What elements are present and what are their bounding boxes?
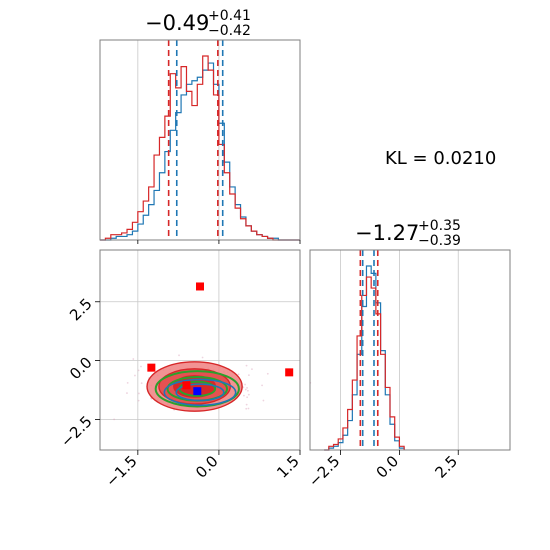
- axes-frame: [99, 249, 301, 451]
- panel-title-plus: +0.35: [418, 218, 461, 234]
- sample-dot: [245, 403, 248, 406]
- sample-dot: [132, 358, 135, 360]
- square-marker-2: [285, 368, 294, 377]
- sample-dot: [251, 368, 253, 371]
- bottom-left-scatter-panel: −1.5 0.0 1.5 −2.5 0.0 2.5: [57, 249, 312, 491]
- square-marker-4: [193, 387, 202, 396]
- green-contour-0: [154, 370, 240, 408]
- sample-dot: [137, 369, 140, 372]
- sample-dot: [245, 364, 248, 367]
- square-marker-3: [182, 381, 191, 390]
- sample-dot: [244, 383, 246, 386]
- sample-dot: [245, 407, 248, 410]
- x-tick-label: −1.5: [102, 452, 140, 490]
- panel-title-minus: −0.42: [208, 23, 251, 39]
- sample-dot: [201, 356, 204, 359]
- sample-dot: [248, 374, 250, 377]
- bottom-right-histogram-panel: −1.27+0.35−0.39 −2.5 0.0 2.5: [305, 218, 511, 491]
- histogram-series-1: [324, 276, 405, 451]
- x-tick-label: 2.5: [431, 452, 461, 482]
- panel-title-plus: +0.41: [208, 8, 251, 24]
- sample-dot: [134, 374, 136, 377]
- sample-dot: [242, 386, 245, 389]
- x-tick-label: 0.0: [373, 452, 403, 482]
- sample-dot: [137, 399, 140, 402]
- histogram-series-0: [100, 62, 300, 241]
- sample-dot: [126, 392, 128, 394]
- axes-frame: [309, 249, 511, 451]
- blue-contour-1: [175, 383, 225, 402]
- sample-dot: [178, 354, 180, 357]
- sample-dot: [246, 386, 248, 389]
- x-tick-label: 1.5: [273, 452, 303, 482]
- y-tick-label: 0.0: [66, 354, 96, 384]
- sample-dot: [113, 418, 116, 421]
- sample-dot: [247, 407, 250, 410]
- sample-dot: [138, 392, 140, 395]
- sample-dot: [126, 382, 129, 384]
- blue-contour-0: [163, 378, 237, 407]
- sample-dot: [237, 373, 240, 376]
- sample-dot: [140, 365, 142, 368]
- sample-dot: [266, 372, 269, 375]
- square-marker-1: [147, 363, 156, 372]
- panel-title-minus: −0.39: [418, 233, 461, 249]
- sample-dot: [246, 389, 249, 392]
- sample-dot: [140, 382, 143, 385]
- histogram-series-1: [100, 55, 300, 241]
- sample-dot: [247, 393, 250, 396]
- square-marker-0: [196, 282, 204, 291]
- axes-frame: [99, 39, 301, 241]
- x-tick-label: 0.0: [192, 452, 222, 482]
- sample-dot: [243, 394, 245, 397]
- kl-label: KL = 0.0210: [385, 148, 496, 169]
- sample-dot: [262, 399, 265, 402]
- histogram-series-0: [324, 265, 405, 451]
- sample-dot: [261, 384, 263, 387]
- y-tick-label: −2.5: [57, 412, 95, 450]
- sample-dot: [244, 388, 247, 391]
- panel-title-value: −0.49: [145, 11, 209, 35]
- sample-dot: [246, 396, 249, 399]
- top-left-histogram-panel: −0.49+0.41−0.42: [99, 8, 301, 244]
- x-tick-label: −2.5: [305, 452, 343, 490]
- y-tick-label: 2.5: [66, 295, 96, 325]
- panel-title-value: −1.27: [355, 221, 419, 245]
